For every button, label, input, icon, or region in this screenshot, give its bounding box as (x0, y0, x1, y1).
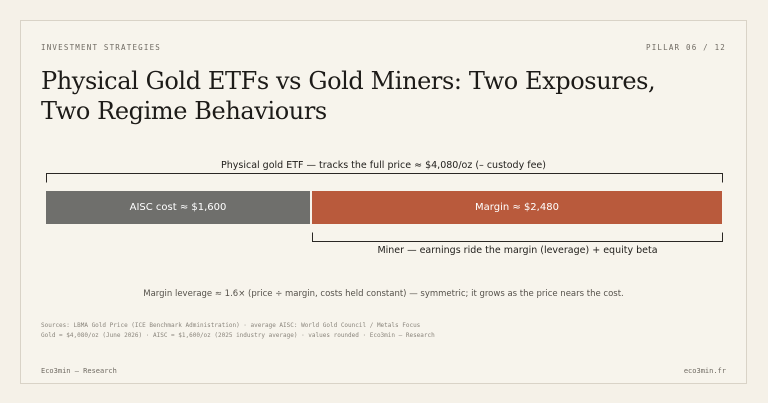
miner-label: Miner — earnings ride the margin (levera… (377, 245, 658, 256)
aisc-cost-bar: AISC cost ≈ $1,600 (46, 191, 310, 224)
page-title: Physical Gold ETFs vs Gold Miners: Two E… (41, 67, 656, 125)
miner-bracket (312, 232, 723, 242)
etf-bracket (46, 173, 723, 183)
sources-line-1: Sources: LBMA Gold Price (ICE Benchmark … (41, 322, 421, 329)
leverage-note: Margin leverage ≈ 1.6× (price ÷ margin, … (143, 289, 624, 299)
footer-site: eco3min.fr (683, 367, 726, 375)
slide-card: INVESTMENT STRATEGIES PILLAR 06 / 12 Phy… (20, 20, 747, 384)
aisc-cost-label: AISC cost ≈ $1,600 (129, 202, 227, 213)
footer-brand: Eco3min — Research (41, 367, 117, 375)
margin-bar: Margin ≈ $2,480 (312, 191, 722, 224)
sources: Sources: LBMA Gold Price (ICE Benchmark … (41, 321, 435, 341)
sources-line-2: Gold = $4,080/oz (June 2026) · AISC = $1… (41, 332, 435, 339)
etf-label: Physical gold ETF — tracks the full pric… (221, 160, 546, 171)
pillar-counter: PILLAR 06 / 12 (645, 43, 726, 52)
margin-label: Margin ≈ $2,480 (475, 202, 559, 213)
section-label: INVESTMENT STRATEGIES (41, 43, 162, 52)
